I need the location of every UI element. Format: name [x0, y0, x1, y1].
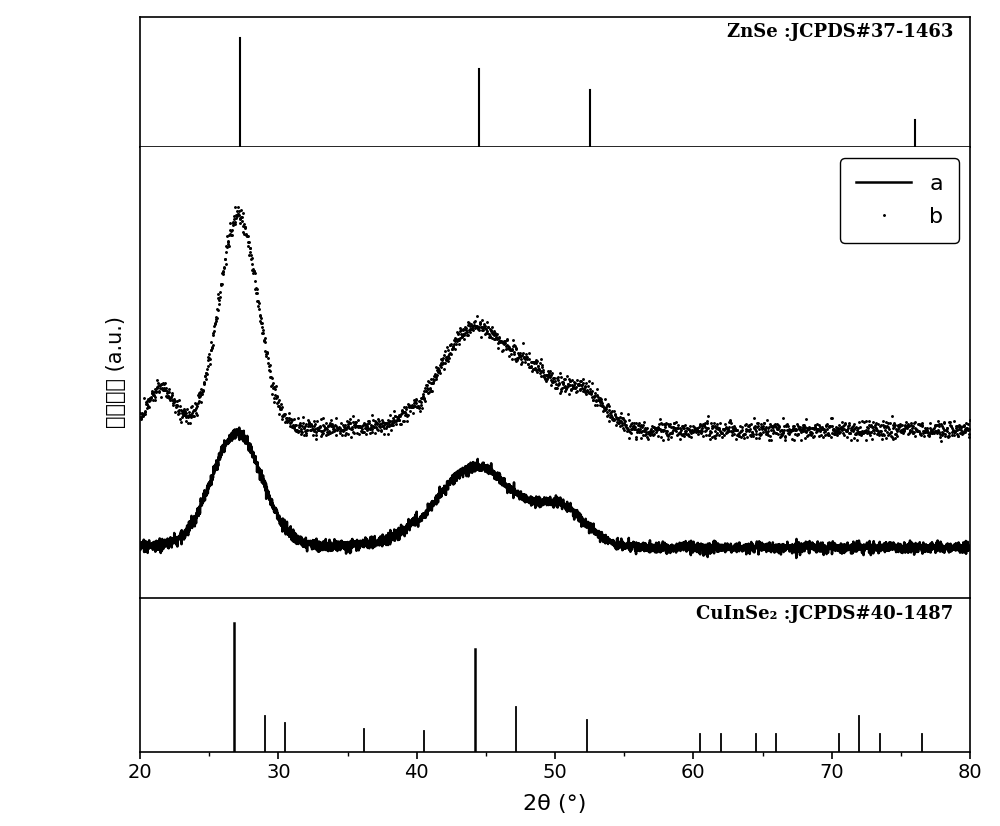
Text: ZnSe :JCPDS#37-1463: ZnSe :JCPDS#37-1463 [727, 23, 953, 41]
a [483, 468, 495, 477]
a [964, 544, 976, 553]
b [964, 417, 976, 427]
X-axis label: 2θ (°): 2θ (°) [523, 794, 587, 814]
b [939, 430, 951, 440]
a [737, 544, 749, 553]
b [134, 412, 146, 422]
b [898, 428, 910, 438]
a [490, 472, 502, 482]
Text: CuInSe₂ :JCPDS#40-1487: CuInSe₂ :JCPDS#40-1487 [696, 605, 953, 624]
a [898, 544, 910, 554]
Y-axis label: 相对强度 (a.u.): 相对强度 (a.u.) [106, 316, 126, 428]
b [737, 430, 749, 439]
a [790, 553, 802, 563]
a [529, 496, 541, 506]
b [483, 328, 495, 338]
Line: a: a [140, 428, 970, 558]
b [232, 202, 244, 212]
b [897, 438, 909, 448]
Line: b: b [138, 206, 972, 444]
b [529, 368, 541, 378]
a [233, 423, 245, 433]
a [134, 539, 146, 548]
Legend: a, b: a, b [840, 158, 959, 243]
a [939, 543, 951, 553]
b [490, 329, 502, 339]
